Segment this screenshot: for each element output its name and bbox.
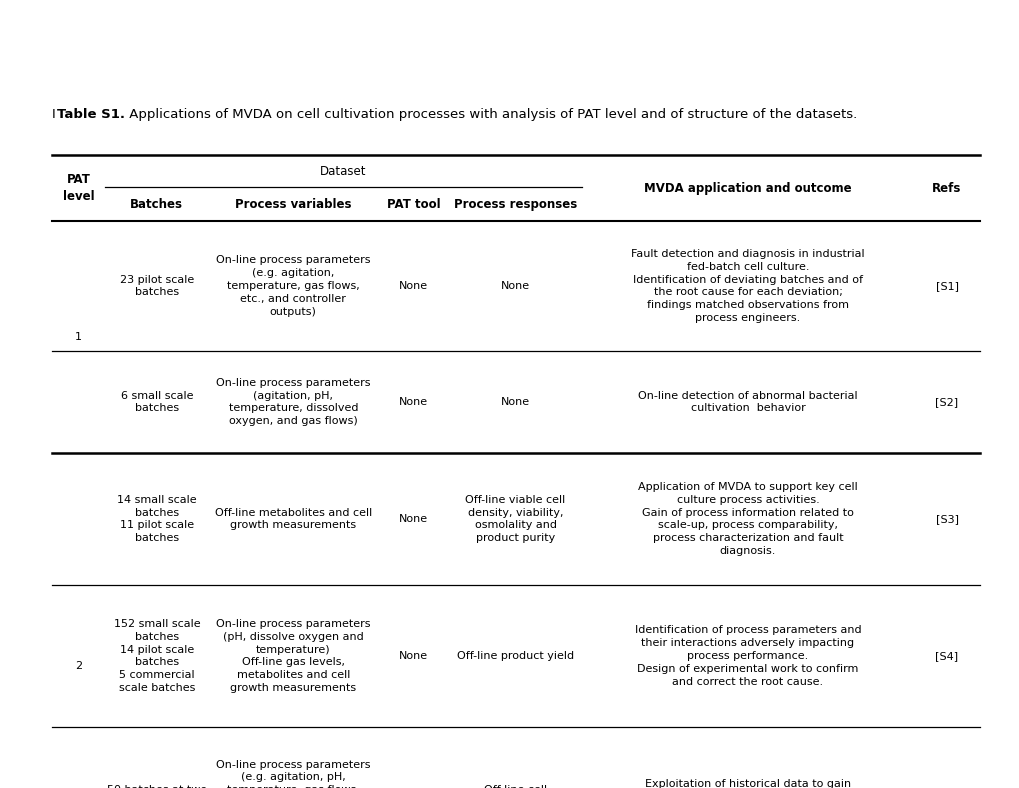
Text: Dataset: Dataset	[320, 165, 366, 177]
Text: None: None	[500, 397, 530, 407]
Text: PAT tool: PAT tool	[386, 198, 440, 210]
Text: Process responses: Process responses	[453, 198, 577, 210]
Text: Off-line product yield: Off-line product yield	[457, 651, 574, 661]
Text: 50 batches at two
commercial
scales: 50 batches at two commercial scales	[107, 785, 207, 788]
Text: Off-line cell
concentration  and
product yield: Off-line cell concentration and product …	[463, 785, 568, 788]
Text: PAT
level: PAT level	[62, 173, 94, 203]
Text: Refs: Refs	[931, 181, 961, 195]
Text: 23 pilot scale
batches: 23 pilot scale batches	[119, 274, 194, 297]
Text: On-line process parameters
(e.g. agitation, pH,
temperature, gas flows,
etc. and: On-line process parameters (e.g. agitati…	[216, 760, 370, 788]
Text: [S4]: [S4]	[934, 651, 958, 661]
Text: Off-line viable cell
density, viability,
osmolality and
product purity: Off-line viable cell density, viability,…	[465, 495, 566, 543]
Text: Exploitation of historical data to gain
understanding on the process.
Identifica: Exploitation of historical data to gain …	[644, 779, 851, 788]
Text: Applications of MVDA on cell cultivation processes with analysis of PAT level an: Applications of MVDA on cell cultivation…	[125, 108, 856, 121]
Text: Identification of process parameters and
their interactions adversely impacting
: Identification of process parameters and…	[634, 626, 860, 686]
Text: [S1]: [S1]	[934, 281, 958, 291]
Text: Process variables: Process variables	[234, 198, 352, 210]
Text: 6 small scale
batches: 6 small scale batches	[120, 391, 193, 414]
Text: Fault detection and diagnosis in industrial
fed-batch cell culture.
Identificati: Fault detection and diagnosis in industr…	[631, 249, 864, 323]
Text: On-line detection of abnormal bacterial
cultivation  behavior: On-line detection of abnormal bacterial …	[638, 391, 857, 414]
Text: Application of MVDA to support key cell
culture process activities.
Gain of proc: Application of MVDA to support key cell …	[638, 482, 857, 556]
Text: 152 small scale
batches
14 pilot scale
batches
5 commercial
scale batches: 152 small scale batches 14 pilot scale b…	[113, 619, 200, 693]
Text: [S2]: [S2]	[934, 397, 958, 407]
Text: None: None	[398, 514, 428, 524]
Text: Off-line metabolites and cell
growth measurements: Off-line metabolites and cell growth mea…	[214, 507, 372, 530]
Text: 14 small scale
batches
11 pilot scale
batches: 14 small scale batches 11 pilot scale ba…	[117, 495, 197, 543]
Text: I: I	[52, 108, 56, 121]
Text: Batches: Batches	[130, 198, 183, 210]
Text: [S3]: [S3]	[934, 514, 958, 524]
Text: MVDA application and outcome: MVDA application and outcome	[644, 181, 851, 195]
Text: Table S1.: Table S1.	[57, 108, 125, 121]
Text: On-line process parameters
(e.g. agitation,
temperature, gas flows,
etc., and co: On-line process parameters (e.g. agitati…	[216, 255, 370, 317]
Text: On-line process parameters
(pH, dissolve oxygen and
temperature)
Off-line gas le: On-line process parameters (pH, dissolve…	[216, 619, 370, 693]
Text: None: None	[398, 397, 428, 407]
Text: 2: 2	[74, 661, 82, 671]
Text: None: None	[398, 281, 428, 291]
Text: None: None	[500, 281, 530, 291]
Text: 1: 1	[74, 332, 82, 342]
Text: On-line process parameters
(agitation, pH,
temperature, dissolved
oxygen, and ga: On-line process parameters (agitation, p…	[216, 377, 370, 426]
Text: None: None	[398, 651, 428, 661]
